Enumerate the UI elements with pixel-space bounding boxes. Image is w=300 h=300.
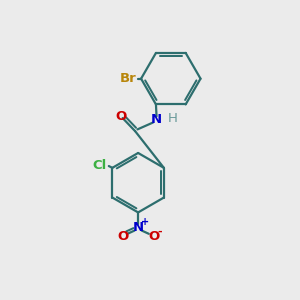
Text: N: N [151,113,162,126]
Text: -: - [158,226,162,236]
Text: O: O [116,110,127,123]
Text: N: N [133,221,144,234]
Text: H: H [168,112,178,125]
Text: Br: Br [119,72,136,85]
Text: O: O [117,230,128,243]
Text: O: O [148,230,159,243]
Text: Cl: Cl [93,159,107,172]
Text: +: + [141,217,149,227]
